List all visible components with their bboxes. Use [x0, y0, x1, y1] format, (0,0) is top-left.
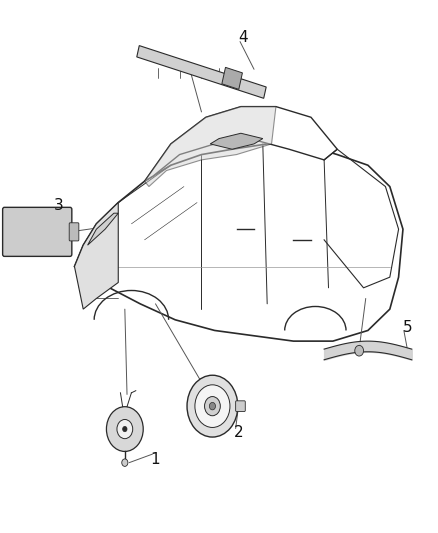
Polygon shape: [210, 133, 263, 149]
Text: 2: 2: [234, 425, 244, 440]
FancyBboxPatch shape: [69, 223, 79, 241]
Circle shape: [205, 397, 220, 416]
Circle shape: [355, 345, 364, 356]
Circle shape: [209, 402, 215, 410]
Text: 3: 3: [54, 198, 64, 213]
Polygon shape: [74, 203, 118, 309]
Circle shape: [122, 459, 128, 466]
Polygon shape: [222, 67, 242, 90]
FancyBboxPatch shape: [236, 401, 245, 411]
Circle shape: [187, 375, 238, 437]
Circle shape: [106, 407, 143, 451]
Polygon shape: [74, 144, 403, 341]
Text: 5: 5: [403, 320, 412, 335]
Text: 4: 4: [238, 30, 248, 45]
Circle shape: [117, 419, 133, 439]
FancyBboxPatch shape: [3, 207, 72, 256]
Polygon shape: [137, 46, 266, 98]
Circle shape: [123, 426, 127, 432]
Text: 1: 1: [151, 452, 160, 467]
Polygon shape: [145, 107, 337, 181]
Polygon shape: [88, 213, 118, 245]
Polygon shape: [145, 107, 276, 187]
Circle shape: [195, 385, 230, 427]
